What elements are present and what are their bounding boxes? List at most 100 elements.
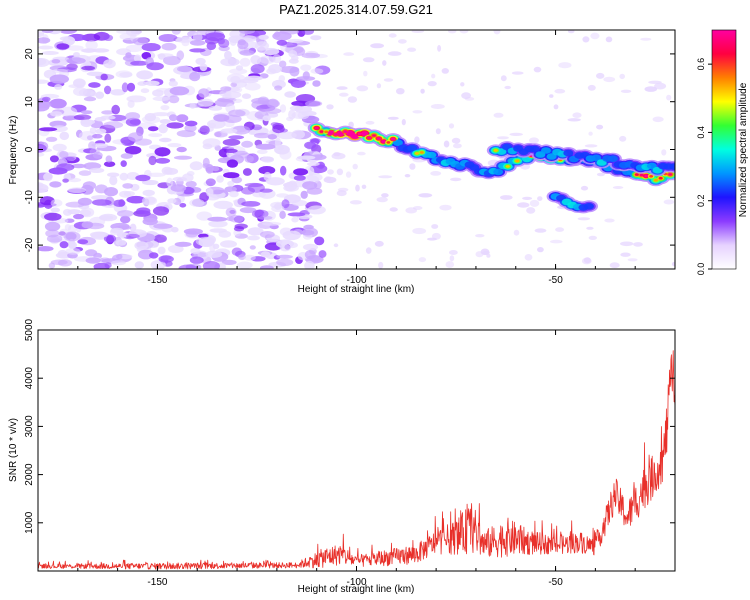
spectrogram-noise-cell [81,48,96,53]
spectrogram-noise-cell [89,167,105,173]
spectrogram-noise-cell [262,47,280,56]
spectrogram-noise-cell [124,145,142,155]
spectrogram-noise-cell [239,30,255,35]
spectrogram-noise-cell [241,201,261,207]
spectrogram-secondary-ridge-cell [646,162,657,170]
spectrogram-noise-cell [173,155,193,160]
spectrogram-noise-cell [336,190,347,197]
spectrogram-noise-cell [279,210,286,219]
spectrogram-noise-cell [437,45,442,52]
spectrogram-noise-cell [107,172,120,178]
spectrogram-noise-cell [581,257,592,265]
spectrogram-noise-cell [260,251,271,258]
spectrogram-noise-cell [232,125,251,135]
spectrogram-noise-cell [189,39,206,46]
spectrogram-noise-cell [195,57,206,65]
spectrogram-noise-cell [493,112,504,118]
spectrogram-noise-cell [586,226,594,230]
spectrogram-noise-cell [567,30,575,34]
spectrogram-ytick-label: 10 [24,96,35,108]
spectrogram-noise-cell [59,131,70,141]
spectrogram-noise-cell [260,231,275,238]
spectrogram-noise-cell [207,216,228,222]
spectrogram-noise-cell [534,228,547,233]
spectrogram-noise-cell [336,168,344,176]
spectrogram-noise-cell [460,82,465,87]
spectrogram-noise-cell [401,118,406,126]
spectrogram-xtick-label: -50 [548,275,563,286]
spectrogram-noise-cell [445,261,455,268]
spectrogram-noise-cell [352,163,358,170]
spectrogram-noise-cell [62,36,76,46]
spectrogram-noise-cell [431,232,441,240]
spectrogram-noise-cell [166,177,174,187]
spectrogram-noise-cell [95,91,105,99]
spectrogram-noise-cell [217,97,237,103]
spectrogram-noise-cell [132,37,149,46]
spectrogram-noise-cell [161,42,177,51]
spectrogram-noise-cell [159,137,172,143]
spectrogram-noise-cell [42,96,51,102]
spectrogram-noise-cell [293,168,309,176]
spectrogram-noise-cell [89,127,97,134]
spectrogram-noise-cell [511,71,524,75]
spectrogram-noise-cell [301,229,315,236]
spectrogram-noise-cell [276,193,289,198]
spectrogram-noise-cell [522,196,533,200]
spectrogram-xtick-label: -100 [346,275,366,286]
spectrogram-noise-cell [596,72,605,79]
spectrogram-noise-cell [115,239,127,246]
spectrogram-noise-cell [134,261,144,269]
spectrogram-ridge-cell [426,151,437,159]
spectrogram-noise-cell [549,94,554,98]
spectrogram-noise-cell [128,132,143,142]
spectrogram-noise-cell [387,51,402,56]
spectrogram-noise-cell [67,241,77,249]
spectrogram-noise-cell [121,82,129,93]
spectrogram-noise-cell [430,171,442,176]
spectrogram-noise-cell [51,59,61,64]
snr-xtick-label: -50 [548,577,563,588]
spectrogram-noise-cell [49,181,62,188]
spectrogram-noise-cell [116,30,137,34]
spectrogram-noise-cell [281,199,290,209]
spectrogram-noise-cell [318,250,327,258]
spectrogram-noise-cell [633,242,643,247]
spectrogram-noise-cell [163,55,181,66]
snr-ytick-label: 5000 [24,318,35,341]
spectrogram-noise-cell [464,97,475,101]
spectrogram-noise-cell [274,137,281,148]
spectrogram-ridge-cell [407,144,418,152]
spectrogram-noise-cell [449,255,455,262]
spectrogram-noise-cell [302,181,318,190]
spectrogram-noise-cell [137,81,147,86]
spectrogram-noise-cell [396,88,405,95]
spectrogram-noise-cell [38,37,51,44]
spectrogram-noise-cell [158,123,168,134]
spectrogram-noise-cell [325,176,331,181]
snr-plot-area [38,330,675,571]
spectrogram-noise-cell [88,141,97,151]
spectrogram-noise-cell [619,135,627,142]
spectrogram-noise-cell [279,104,287,113]
spectrogram-noise-cell [133,54,142,63]
spectrogram-noise-cell [363,70,368,77]
spectrogram-noise-cell [205,32,226,41]
spectrogram-noise-cell [78,170,92,176]
spectrogram-noise-cell [431,224,439,229]
spectrogram-noise-cell [110,89,126,96]
spectrogram-noise-cell [198,88,210,98]
spectrogram-noise-cell [190,248,201,255]
spectrogram-noise-cell [291,216,299,223]
spectrogram-noise-cell [276,254,293,259]
spectrogram-noise-cell [59,106,78,117]
snr-ytick-label: 2000 [24,463,35,486]
spectrogram-noise-cell [365,247,372,254]
spectrogram-noise-cell [296,76,316,81]
spectrogram-noise-cell [73,78,86,88]
spectrogram-noise-cell [661,149,667,156]
spectrogram-noise-cell [289,105,303,112]
spectrogram-noise-cell [654,82,667,90]
spectrogram-noise-cell [100,115,116,120]
